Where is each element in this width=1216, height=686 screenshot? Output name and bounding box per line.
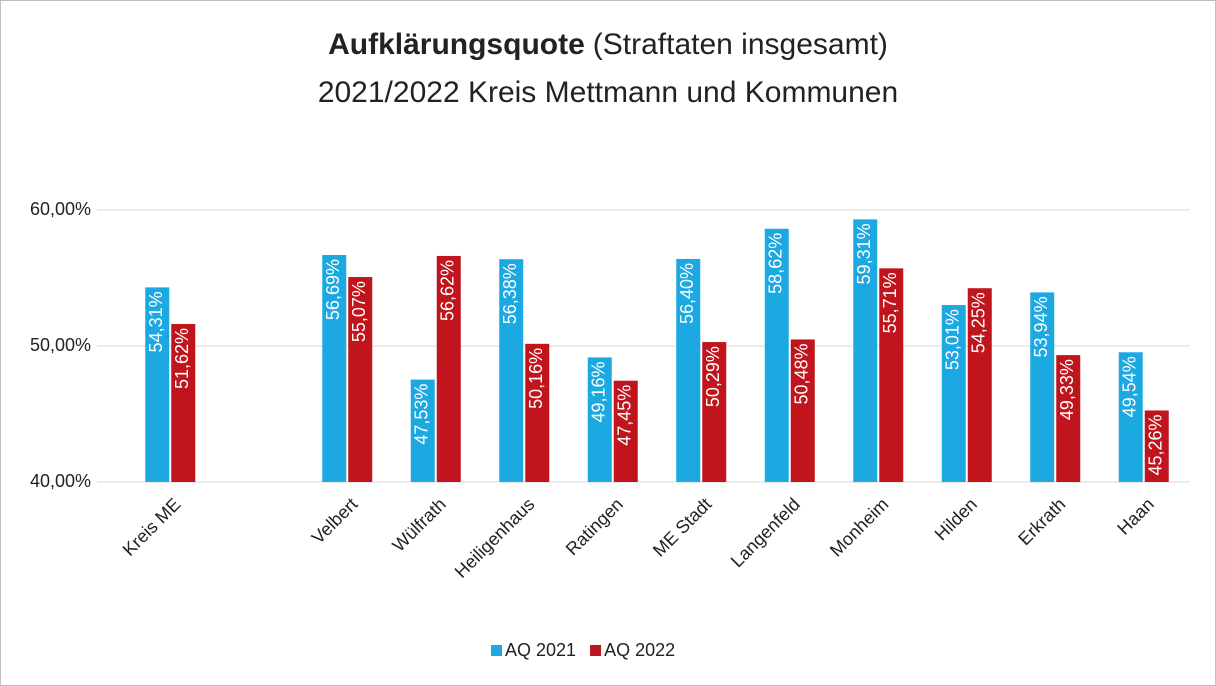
bar [525,343,550,482]
title-suffix: (Straftaten insgesamt) [593,28,888,61]
data-label: 50,29% [703,346,723,407]
chart-subtitle: 2021/2022 Kreis Mettmann und Kommunen [318,76,898,109]
bar [613,380,638,482]
bar [436,255,461,482]
bar [499,259,524,482]
bar [1056,355,1081,482]
bar [348,277,373,482]
bar [790,339,815,482]
data-label: 56,38% [500,263,520,324]
data-label: 49,33% [1057,359,1077,420]
bar [941,305,966,482]
legend-label: AQ 2022 [604,640,675,660]
title-bold: Aufklärungsquote [328,28,585,61]
legend-swatch [491,645,502,656]
data-label: 49,54% [1120,356,1140,417]
data-label: 59,31% [854,223,874,284]
data-label: 47,45% [615,385,635,446]
legend-label: AQ 2021 [505,640,576,660]
data-label: 45,26% [1146,414,1166,475]
y-tick-label: 60,00% [30,199,91,219]
data-label: 55,71% [880,272,900,333]
data-label: 50,48% [792,343,812,404]
data-label: 56,62% [438,260,458,321]
data-label: 50,16% [526,348,546,409]
data-label: 55,07% [349,281,369,342]
data-label: 54,25% [969,292,989,353]
data-label: 51,62% [172,328,192,389]
bar [853,219,878,482]
bar [587,357,612,482]
data-label: 47,53% [412,384,432,445]
data-label: 56,40% [677,263,697,324]
y-tick-label: 40,00% [30,471,91,491]
bar [1144,410,1169,482]
bar [410,379,435,482]
bar [676,258,701,482]
bar [764,228,789,482]
bar [967,288,992,482]
bar [145,287,170,482]
data-label: 53,01% [943,309,963,370]
data-label: 53,94% [1031,296,1051,357]
bar [702,342,727,482]
data-label: 54,31% [146,291,166,352]
bar [879,268,904,482]
bar [1030,292,1055,482]
legend-swatch [590,645,602,656]
bar [171,323,196,482]
chart-title: Aufklärungsquote (Straftaten insgesamt) [328,28,888,61]
bar [1118,352,1143,482]
data-label: 49,16% [589,361,609,422]
y-tick-label: 50,00% [30,335,91,355]
data-label: 58,62% [766,233,786,294]
bar [322,255,347,482]
data-label: 56,69% [323,259,343,320]
